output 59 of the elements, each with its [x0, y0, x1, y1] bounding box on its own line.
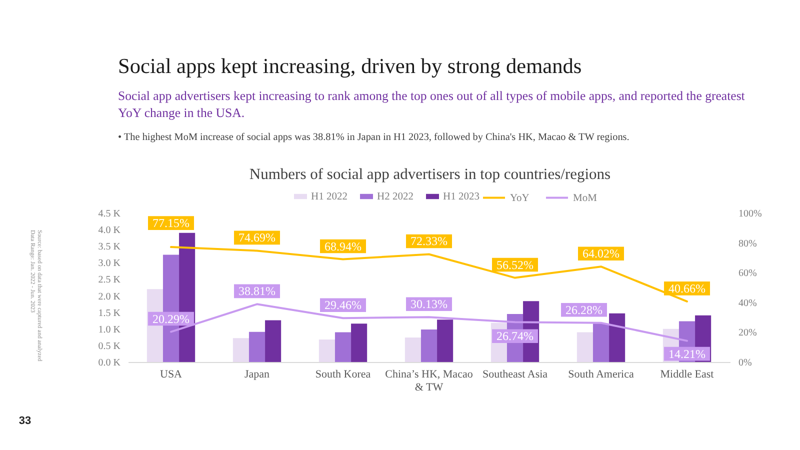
bar	[592, 324, 610, 362]
data-label: 68.94%	[324, 239, 362, 254]
y-tick-label: 4.0 K	[98, 225, 122, 236]
text: Numbers of social app advertisers in top countries/regions	[249, 166, 611, 183]
data-label: 26.74%	[496, 329, 534, 344]
y2-tick-label: 60%	[738, 268, 757, 280]
legend-label: YoY	[510, 192, 530, 204]
x-tick-label: China’s HK, Macao & TW	[385, 368, 474, 394]
text: • The highest MoM increase of social apps was 38.81% in Japan in H1 2023, followed by China's HK, Macao & TW regions.	[118, 132, 630, 143]
y-tick-label: 3.5 K	[98, 242, 122, 253]
bar	[334, 332, 352, 362]
data-label: 29.46%	[324, 298, 362, 312]
y-tick-label: 2.0 K	[98, 291, 122, 302]
data-label: 77.15%	[152, 216, 190, 230]
bar	[609, 313, 626, 362]
x-tick-label: South America	[568, 368, 634, 380]
data-label: 20.29%	[152, 312, 190, 326]
chart-subtitle: Social app advertisers kept increasing to rank among the top ones out of all types of mobile apps, and reported the greatest YoY change in the USA.	[118, 89, 746, 120]
y2-tick-label: 80%	[738, 238, 757, 250]
bar	[265, 320, 282, 362]
y-tick-label: 1.0 K	[98, 324, 122, 336]
bar	[420, 330, 438, 362]
bar	[232, 338, 249, 362]
data-label: 14.21%	[668, 346, 706, 361]
y-tick-label: 0.5 K	[98, 340, 122, 352]
y2-tick-label: 0%	[738, 358, 752, 368]
x-tick-label: USA	[160, 368, 182, 380]
y2-tick-label: 100%	[738, 208, 762, 220]
y2-tick-label: 20%	[738, 328, 757, 339]
legend-label: H1 2023	[443, 192, 480, 202]
bar	[576, 332, 593, 362]
y-tick-label: 3.0 K	[98, 258, 122, 270]
data-label: 38.81%	[238, 284, 276, 298]
data-label: 64.02%	[582, 246, 620, 261]
text: 33	[18, 415, 32, 427]
x-tick-label: Japan	[244, 368, 270, 380]
x-tick-label: Middle East	[660, 368, 714, 380]
legend-label: H2 2022	[377, 192, 414, 202]
data-label: 74.69%	[238, 230, 276, 245]
x-tick-label: Southeast Asia	[482, 368, 548, 380]
legend-label: H1 2022	[311, 192, 348, 202]
legend-label: MoM	[573, 192, 598, 204]
y-tick-label: 4.5 K	[98, 208, 122, 220]
data-label: 72.33%	[410, 234, 448, 248]
chart-title: Social apps kept increasing, driven by strong demands	[118, 54, 582, 78]
y-tick-label: 0.0 K	[98, 358, 122, 368]
bar	[351, 324, 368, 362]
bar	[248, 332, 266, 362]
data-label: 30.13%	[410, 297, 448, 312]
x-tick-label: South Korea	[315, 368, 371, 380]
bar	[404, 338, 421, 362]
y-tick-label: 1.5 K	[98, 308, 122, 319]
data-label: 26.28%	[566, 302, 602, 317]
bar	[318, 339, 335, 362]
data-label: 40.66%	[668, 281, 706, 296]
data-label: 56.52%	[496, 258, 534, 272]
y2-tick-label: 40%	[738, 298, 757, 309]
bar	[437, 320, 454, 362]
y-tick-label: 2.5 K	[98, 274, 122, 286]
